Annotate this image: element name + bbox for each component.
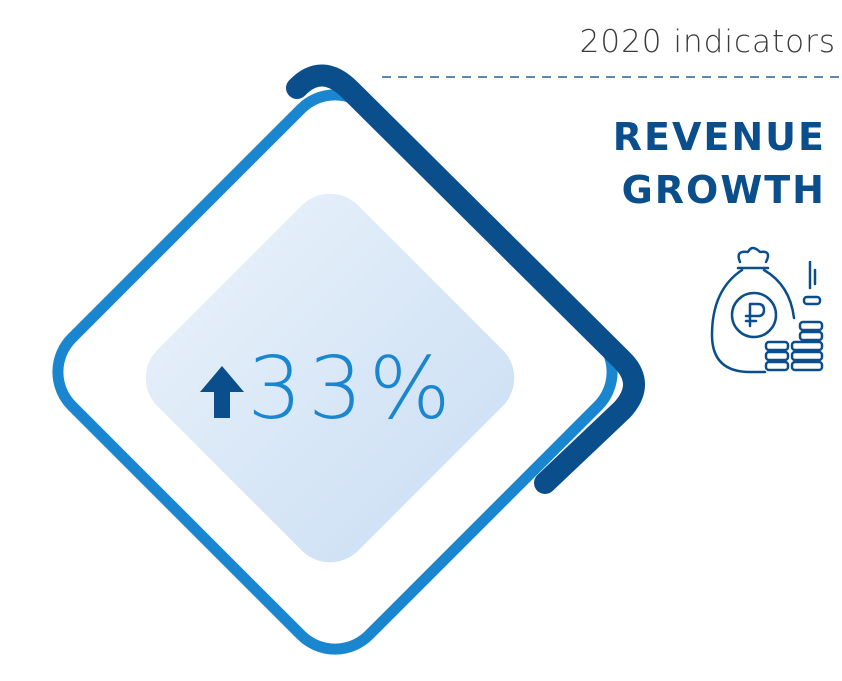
indicator-value: 33% xyxy=(247,339,456,439)
title-line: GROWTH xyxy=(622,168,826,212)
up-arrow xyxy=(200,366,244,418)
subtitle: 2020 indicators xyxy=(580,24,836,60)
title-line: REVENUE xyxy=(613,115,826,159)
highlight-arc xyxy=(286,64,645,494)
money-bag-icon xyxy=(710,246,824,374)
inner-diamond xyxy=(145,193,515,563)
